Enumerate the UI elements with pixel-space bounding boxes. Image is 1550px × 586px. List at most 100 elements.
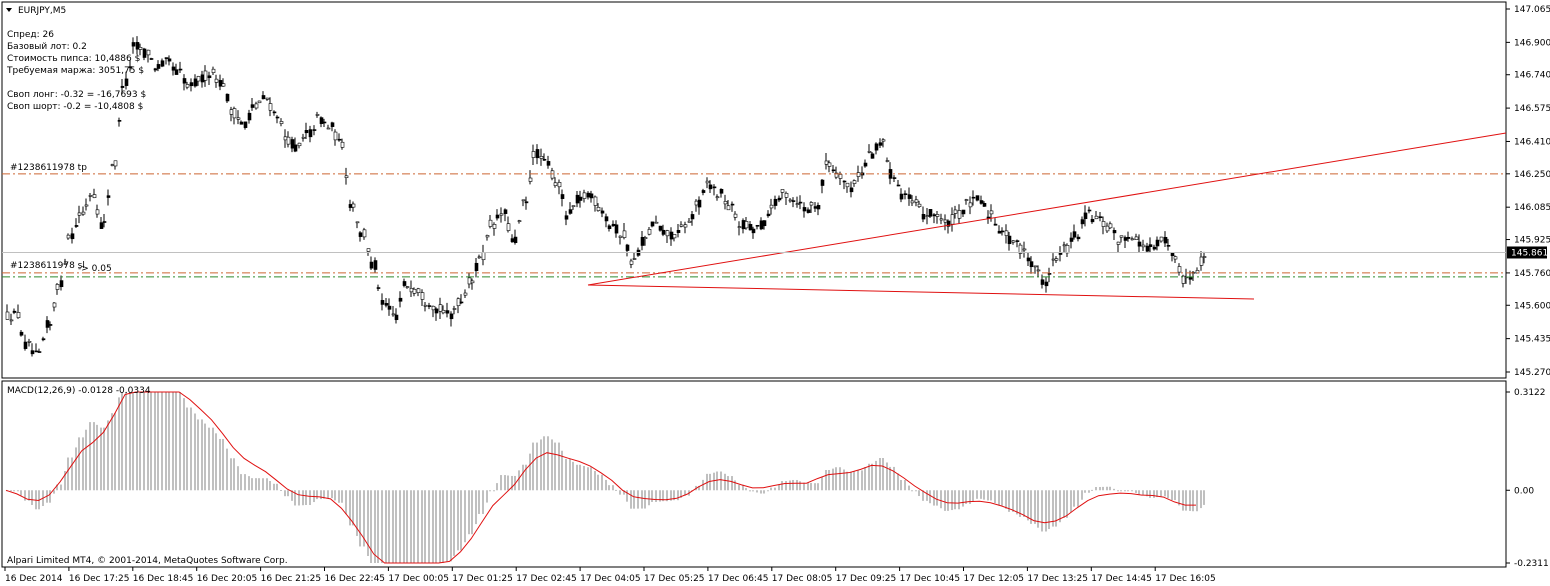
macd-bar [1088, 490, 1090, 493]
candle-body [1069, 237, 1074, 242]
candle-body [387, 305, 392, 310]
macd-bar [1030, 490, 1032, 524]
candle-body [1044, 281, 1049, 287]
macd-bar [327, 490, 329, 499]
chart-menu-arrow-icon[interactable] [6, 8, 12, 12]
candle-body [268, 103, 273, 111]
sl-label: #1238611978 sl [10, 261, 85, 271]
macd-bar [363, 490, 365, 547]
macd-bar [745, 488, 747, 491]
macd-bar [1106, 486, 1108, 491]
macd-bar [796, 479, 798, 491]
candle-body [23, 341, 28, 349]
candle-body [1072, 231, 1077, 238]
macd-bar [1142, 490, 1144, 495]
candle-body [95, 209, 100, 215]
candle-body [741, 220, 746, 230]
macd-bar [468, 490, 470, 535]
candle-body [1202, 256, 1207, 258]
candle-body [661, 229, 666, 235]
candle-body [932, 214, 937, 217]
candle-body [257, 100, 262, 104]
main-pane-frame [1, 1, 1507, 379]
candle-body [683, 224, 688, 228]
macd-bar [651, 490, 653, 502]
macd-bar [439, 490, 441, 563]
candle-body [798, 201, 803, 204]
candle-body [568, 209, 573, 214]
support-trendline[interactable] [587, 284, 1255, 300]
candle-body [319, 117, 324, 124]
candle-body [885, 160, 890, 162]
candle-body [221, 83, 226, 87]
macd-bar [720, 471, 722, 491]
candle-body [344, 175, 349, 179]
candle-body [477, 256, 482, 259]
candle-body [571, 205, 576, 207]
macd-bar [1008, 490, 1010, 512]
candle-body [586, 192, 591, 198]
candle-body [838, 174, 843, 179]
macd-bar [20, 490, 22, 496]
macd-bar [630, 490, 632, 509]
candle-body [128, 66, 133, 68]
candle-body [513, 236, 518, 244]
macd-bar [633, 490, 635, 509]
candle-body [863, 162, 868, 167]
candle-body [528, 177, 533, 182]
macd-bar [803, 482, 805, 491]
candle-body [88, 195, 93, 197]
candle-body [524, 201, 529, 204]
candle-body [34, 350, 39, 353]
candle-body [120, 85, 125, 88]
candle-body [870, 153, 875, 159]
resistance-trendline[interactable] [587, 132, 1507, 286]
candle-body [63, 263, 68, 265]
candle-body [1145, 245, 1150, 252]
macd-bar [587, 467, 589, 491]
candle-body [611, 223, 616, 227]
candle-body [135, 42, 140, 50]
candle-body [84, 204, 89, 207]
macd-bar [85, 429, 87, 491]
macd-bar [244, 474, 246, 491]
macd-bar [954, 490, 956, 510]
candle-body [503, 209, 508, 214]
trendlines[interactable] [587, 132, 1507, 300]
macd-bar [13, 490, 15, 492]
macd-bar [284, 490, 286, 497]
candle-body [780, 189, 785, 193]
time-tick-label: 16 Dec 2014 [5, 574, 63, 584]
macd-bar [792, 479, 794, 491]
candle-body [820, 179, 825, 186]
candle-body [629, 260, 634, 265]
macd-bar [511, 475, 513, 491]
candle-body [301, 136, 306, 139]
info-line: Базовый лот: 0.2 [7, 42, 87, 52]
candle-body [412, 288, 417, 294]
candle-body [1083, 212, 1088, 220]
macd-bar [875, 460, 877, 491]
info-line: Своп лонг: -0.32 = -16,7693 $ [7, 90, 146, 100]
macd-bar [525, 464, 527, 491]
macd-bar [709, 473, 711, 491]
candle-body [953, 209, 958, 214]
macd-bar [958, 490, 960, 510]
candle-body [928, 209, 933, 217]
macd-title: MACD(12,26,9) -0.0128 -0.0334 [7, 386, 151, 396]
candle-body [957, 210, 962, 219]
candle-body [596, 206, 601, 211]
macd-bar [421, 490, 423, 563]
macd-bar [893, 466, 895, 491]
macd-bar [75, 447, 77, 491]
macd-bar [1001, 490, 1003, 506]
candle-body [917, 203, 922, 207]
candle-body [467, 277, 472, 285]
candle-body [485, 235, 490, 238]
candle-body [1108, 223, 1113, 229]
candle-body [77, 212, 82, 216]
candle-body [697, 199, 702, 208]
candle-body [690, 214, 695, 220]
